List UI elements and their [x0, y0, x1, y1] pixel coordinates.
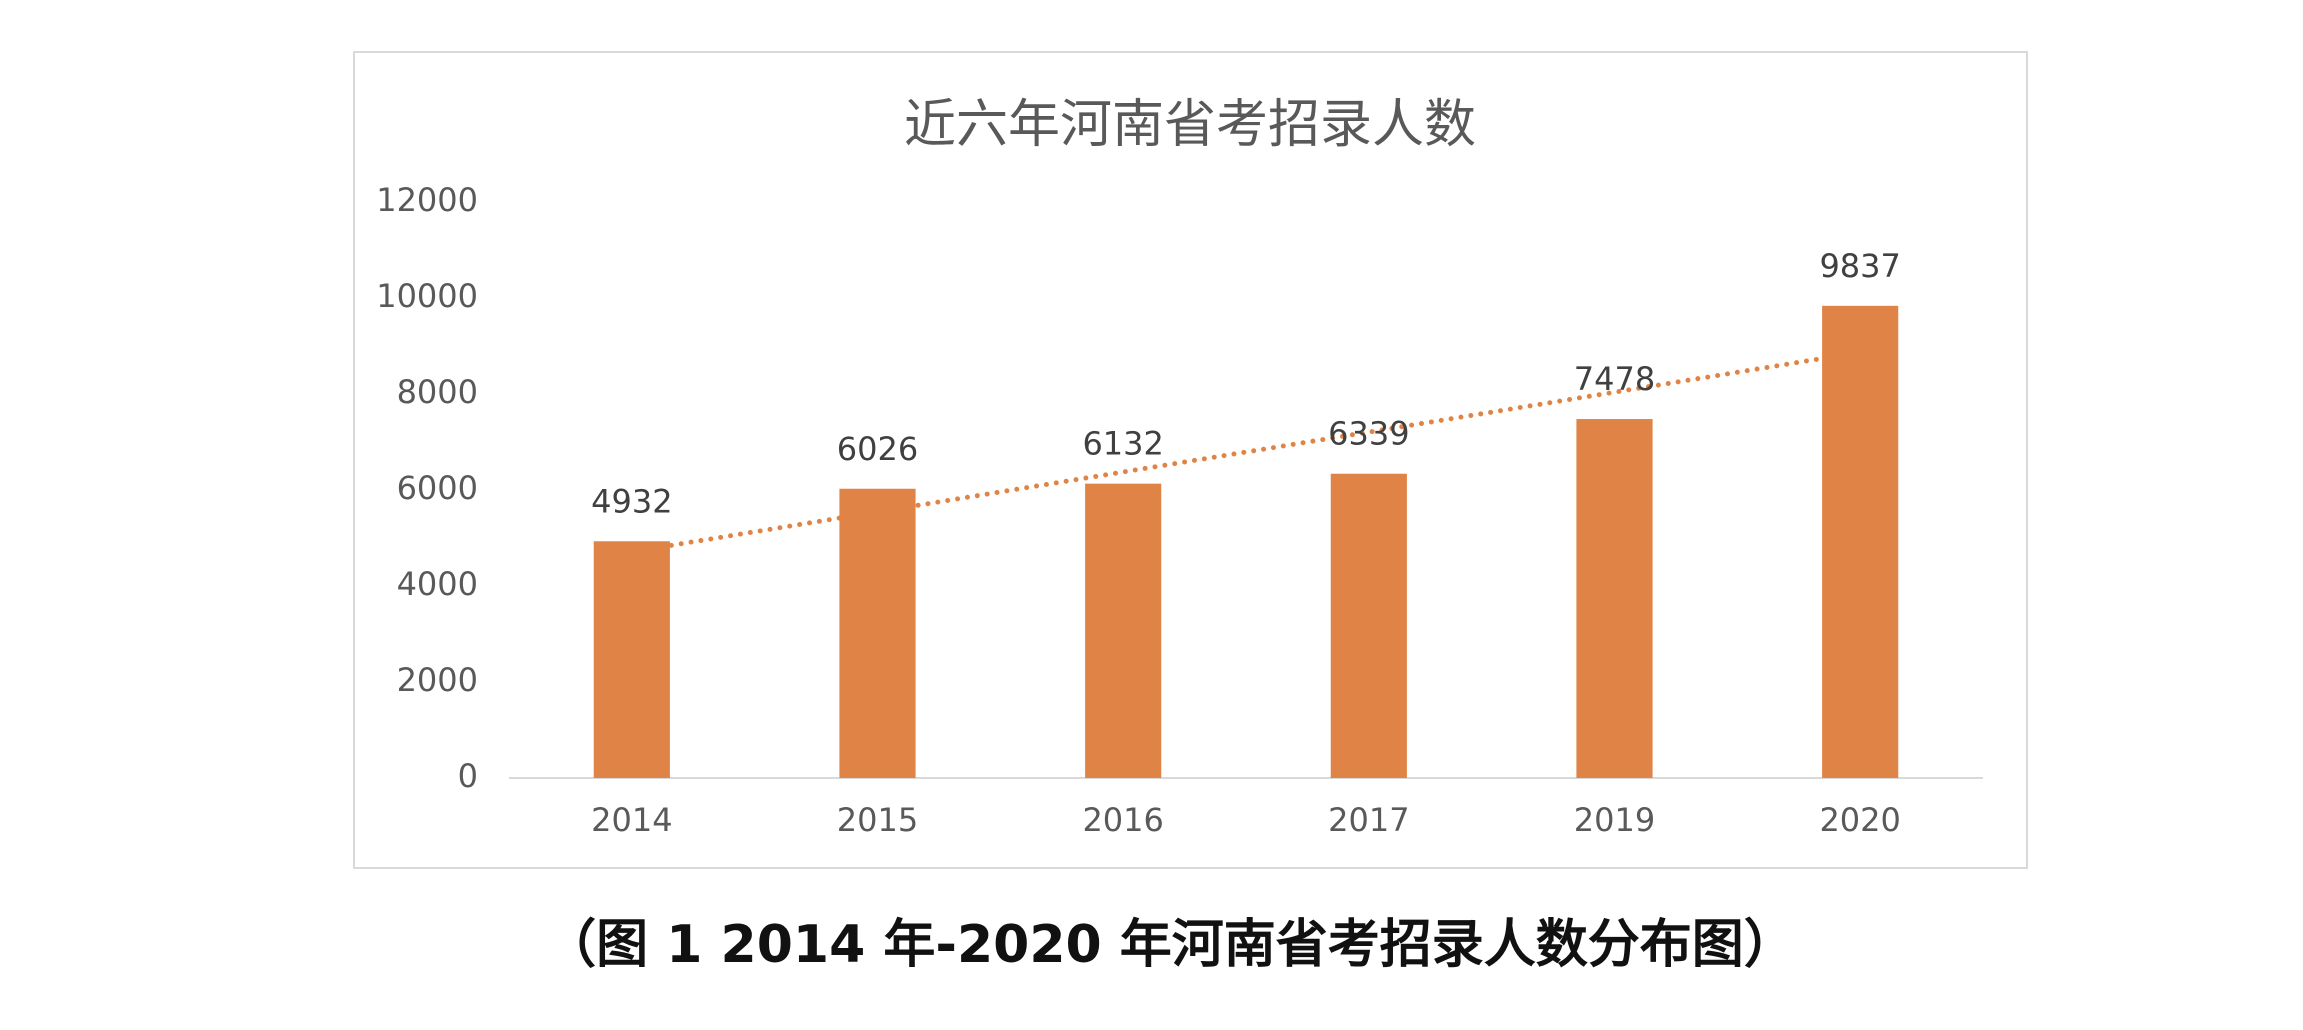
bar [1330, 473, 1407, 778]
caption: （图 1 2014 年-2020 年河南省考招录人数分布图） [544, 915, 1796, 975]
trendline [629, 349, 1863, 555]
x-tick-label: 2020 [1819, 801, 1900, 839]
y-tick-label: 8000 [397, 373, 478, 411]
data-label: 7478 [1574, 360, 1655, 398]
y-tick-label: 12000 [376, 181, 478, 219]
data-label: 9837 [1819, 247, 1900, 285]
x-tick-label: 2017 [1328, 801, 1409, 839]
chart-title: 近六年河南省考招录人数 [904, 95, 1476, 155]
y-tick-label: 10000 [376, 277, 478, 315]
bar [1085, 483, 1162, 778]
bar [1822, 305, 1899, 778]
bar [1576, 419, 1653, 778]
y-tick-label: 6000 [397, 469, 478, 507]
y-tick-label: 0 [458, 757, 478, 795]
x-tick-label: 2014 [591, 801, 672, 839]
bar [593, 541, 670, 778]
y-tick-label: 4000 [397, 565, 478, 603]
data-label: 6026 [837, 430, 918, 468]
bar [839, 488, 916, 778]
x-tick-label: 2019 [1574, 801, 1655, 839]
data-label: 6132 [1082, 425, 1163, 463]
data-label: 6339 [1328, 415, 1409, 453]
x-tick-label: 2016 [1082, 801, 1163, 839]
y-tick-label: 2000 [397, 661, 478, 699]
x-tick-label: 2015 [837, 801, 918, 839]
data-label: 4932 [591, 482, 672, 520]
